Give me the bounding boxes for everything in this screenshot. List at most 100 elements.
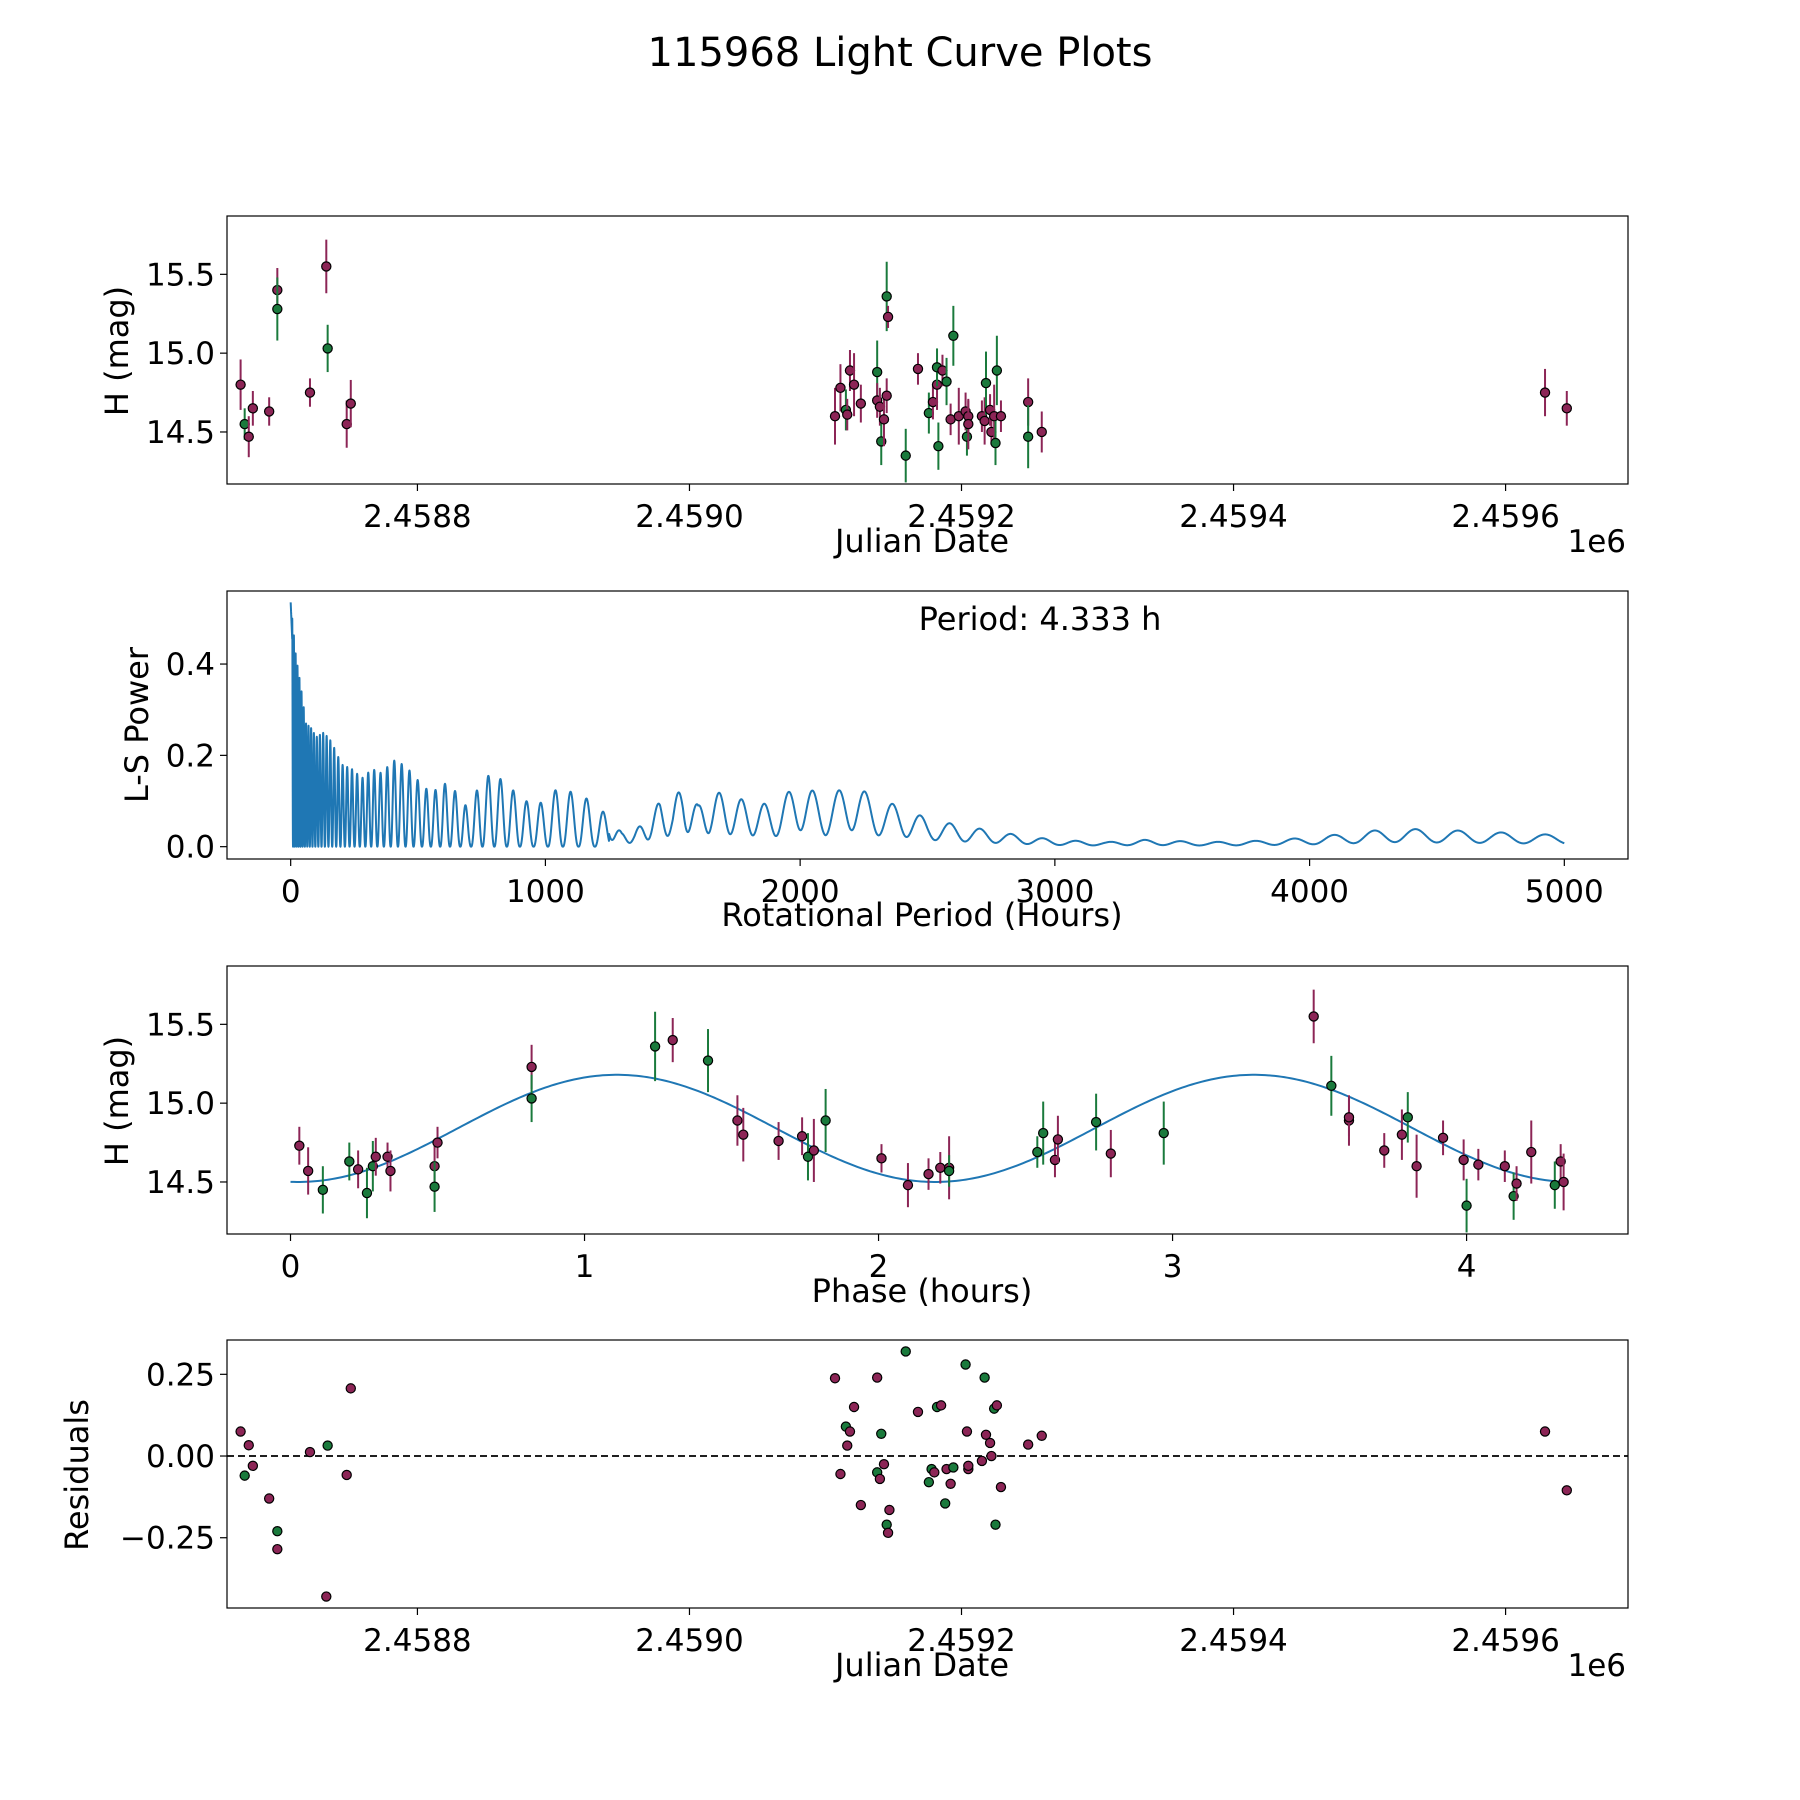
lightcurve-data-point (881, 390, 892, 401)
residuals-data-point (948, 1462, 959, 1473)
phased-data-point (702, 1055, 714, 1066)
phased-data-point (796, 1131, 808, 1142)
residuals-data-point (986, 1450, 997, 1462)
phased-data-point (649, 1041, 661, 1052)
residuals-data-point (874, 1473, 886, 1485)
residuals-xtick-label: 2.4592 (907, 1623, 1015, 1659)
phased-xtick-label: 0 (281, 1249, 301, 1285)
lightcurve-data-point (1561, 403, 1572, 414)
phased-data-point (370, 1151, 381, 1162)
lightcurve-ytick-label: 15.0 (146, 336, 215, 372)
residuals-data-point (239, 1470, 250, 1481)
lightcurve-data-point (855, 398, 867, 409)
phased-data-point (1052, 1134, 1064, 1145)
residuals-data-point (878, 1458, 890, 1470)
phased-data-point (526, 1093, 537, 1104)
residuals-data-point (341, 1469, 352, 1481)
phased-data-point (738, 1129, 749, 1140)
lightcurve-data-point (933, 440, 944, 452)
phased-data-point (1437, 1132, 1449, 1144)
residuals-panel: Julian Date Residuals 1e6 2.4588 2.4590 2.… (58, 1339, 1629, 1684)
phased-data-point (1037, 1127, 1049, 1139)
phased-data-point (1343, 1112, 1355, 1123)
phased-data-point (820, 1115, 831, 1126)
phased-ytick-label: 15.0 (146, 1086, 215, 1122)
phased-data-point (1090, 1116, 1102, 1128)
phased-data-point (802, 1151, 814, 1162)
residuals-data-point (321, 1591, 332, 1602)
phased-data-point (294, 1140, 305, 1151)
phased-plot-frame (226, 965, 1629, 1235)
lightcurve-data-point (979, 415, 990, 427)
phased-xtick-label: 3 (1163, 1249, 1183, 1285)
residuals-data-point (1036, 1430, 1047, 1441)
phased-data-point (317, 1184, 329, 1196)
residuals-data-point (243, 1440, 254, 1451)
periodogram-ytick-label: 0.4 (166, 647, 215, 683)
residuals-data-point (939, 1498, 951, 1509)
lightcurve-xtick-label: 2.4594 (1179, 499, 1287, 535)
lightcurve-data-point (1036, 426, 1047, 438)
residuals-data-point (900, 1346, 911, 1357)
lightcurve-ylabel: H (mag) (98, 286, 136, 416)
lightcurve-xtick-label: 2.4592 (907, 499, 1015, 535)
residuals-data-point (263, 1493, 275, 1504)
residuals-data-point (235, 1426, 246, 1437)
phased-data-point (1499, 1161, 1511, 1172)
lightcurve-data-point (900, 450, 911, 461)
residuals-data-point (842, 1440, 853, 1451)
phased-data-point (1473, 1159, 1484, 1170)
phased-data-point (385, 1165, 396, 1177)
phased-data-point (1558, 1176, 1569, 1188)
lightcurve-data-point (1539, 387, 1551, 398)
phased-data-point (773, 1135, 784, 1147)
figure-title: 115968 Light Curve Plots (648, 30, 1153, 76)
residuals-data-point (345, 1383, 356, 1394)
lightcurve-data-point (829, 411, 841, 422)
lightcurve-data-point (961, 431, 973, 442)
phased-points (294, 989, 1569, 1233)
residuals-data-point (961, 1426, 973, 1437)
lightcurve-data-point (304, 387, 316, 398)
lightcurve-data-point (878, 414, 890, 425)
residuals-data-point (835, 1468, 846, 1480)
periodogram-ytick-label: 0.2 (166, 738, 215, 774)
residuals-data-point (884, 1504, 895, 1516)
residuals-data-point (272, 1525, 283, 1537)
phased-data-point (1461, 1200, 1472, 1211)
lightcurve-xtick-label: 2.4588 (363, 499, 471, 535)
phased-xlabel: Phase (hours) (812, 1272, 1033, 1310)
lightcurve-data-point (243, 431, 254, 442)
residuals-data-point (929, 1467, 940, 1478)
phased-data-point (361, 1187, 373, 1199)
periodogram-xtick-label: 4000 (1270, 874, 1349, 910)
periodogram-panel: Rotational Period (Hours) L-S Power Peri… (118, 590, 1629, 934)
phased-panel: Phase (hours) H (mag) 0 1 2 3 4 14.5 15.0 15.5 (98, 965, 1629, 1310)
residuals-data-point (995, 1481, 1007, 1493)
residuals-data-point (980, 1429, 992, 1440)
periodogram-plot-frame (226, 590, 1629, 860)
lightcurve-data-point (321, 261, 332, 272)
phased-data-point (1326, 1080, 1337, 1092)
residual-points (235, 1346, 1572, 1602)
residuals-plot-frame (226, 1339, 1629, 1609)
lightcurve-data-point (948, 330, 959, 342)
lightcurve-xtick-label: 2.4596 (1451, 499, 1559, 535)
phased-data-point (667, 1034, 678, 1046)
lightcurve-ytick-label: 14.5 (146, 415, 215, 451)
lightcurve-data-point (1022, 431, 1034, 442)
phased-xtick-label: 4 (1457, 1249, 1477, 1285)
residuals-ytick-label: 0.00 (146, 1439, 215, 1475)
phased-data-point (1458, 1154, 1469, 1166)
residuals-xtick-label: 2.4590 (635, 1623, 743, 1659)
phased-xtick-label: 1 (575, 1249, 595, 1285)
phased-data-point (1511, 1178, 1522, 1189)
phased-data-point (429, 1181, 440, 1192)
lightcurve-data-point (882, 311, 894, 323)
periodogram-xtick-label: 3000 (1015, 874, 1094, 910)
phased-data-point (1308, 1011, 1319, 1022)
phased-data-point (1549, 1179, 1560, 1191)
periodogram-ytick-label: 0.0 (166, 830, 215, 866)
phased-data-point (1105, 1148, 1117, 1159)
